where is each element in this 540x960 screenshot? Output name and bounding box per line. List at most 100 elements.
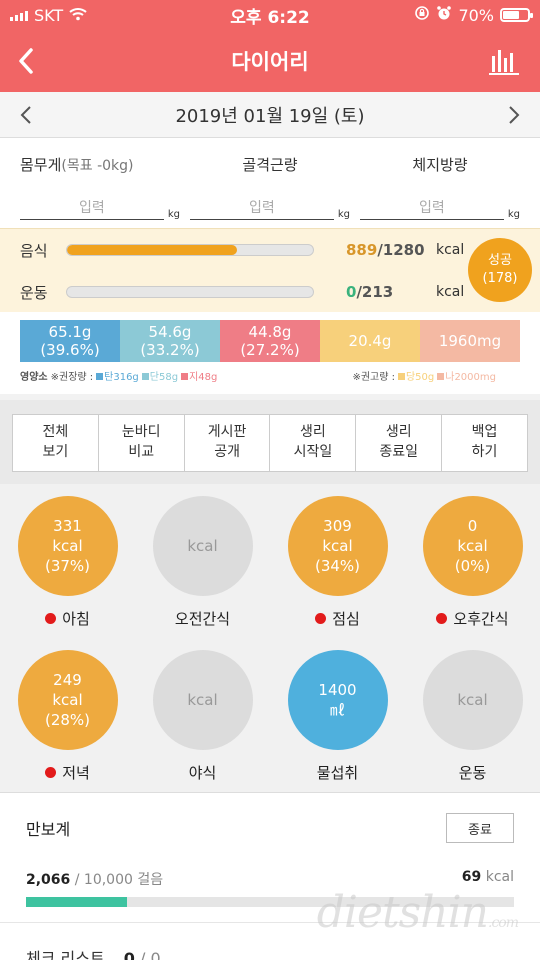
back-button[interactable] <box>16 43 52 79</box>
meal-row: 249 kcal (28%) 저녁 kcal 야식 1400 ㎖ 물섭취 kcal 운동 <box>0 650 540 804</box>
pedometer-title: 만보계 <box>26 820 71 839</box>
meal-value-l1: 0 <box>467 516 478 535</box>
meal-card[interactable]: 0 kcal (0%) 오후간식 <box>405 496 540 650</box>
checklist-section[interactable]: 체크 리스트 0 / 0 <box>0 922 540 960</box>
pedometer-end-button[interactable]: 종료 <box>446 813 514 843</box>
nutrient-amount: 65.1g <box>48 323 92 341</box>
muscle-label: 골격근량 <box>242 156 298 174</box>
meal-value-l3: (0%) <box>454 557 491 576</box>
meal-value-l2: kcal <box>457 536 488 555</box>
legend-text: 당50g <box>405 372 435 383</box>
menu-backup-button[interactable]: 백업 하기 <box>471 424 498 460</box>
step-progress-bar <box>26 897 514 907</box>
legend-item: 나2000mg <box>437 368 496 383</box>
food-energy-row: 음식 889/1280 kcal <box>20 229 520 271</box>
menu-eye-body-compare-button[interactable]: 눈바디 비교 <box>99 415 185 471</box>
meal-card[interactable]: 249 kcal (28%) 저녁 <box>0 650 135 804</box>
menu-period-start-button[interactable]: 생리 시작일 <box>270 415 357 471</box>
meal-label: 점심 <box>315 608 360 629</box>
bar-chart-icon <box>489 50 519 75</box>
body-fat-label: 체지방량 <box>412 156 468 174</box>
nutrient-percent: (39.6%) <box>40 341 100 359</box>
signal-icon <box>10 9 28 21</box>
nav-bar: 다이어리 <box>0 30 540 92</box>
meal-label: 아침 <box>45 608 90 629</box>
energy-summary: 음식 889/1280 kcal 운동 0/213 kcal 성공 (178) <box>0 228 540 312</box>
body-fat-input[interactable]: 입력 <box>360 197 504 220</box>
exercise-energy-row: 운동 0/213 kcal <box>20 271 520 313</box>
meal-circle: kcal <box>152 650 253 750</box>
checklist-done: 0 <box>123 949 135 960</box>
nutrient-percent: (33.2%) <box>140 341 200 359</box>
nutrient-bar: 65.1g (39.6%) 54.6g (33.2%) 44.8g (27.2%) 20.4… <box>20 320 520 362</box>
meal-card[interactable]: 331 kcal (37%) 아침 <box>0 496 135 650</box>
meal-name: 물섭취 <box>316 764 359 782</box>
food-kcal: 889/1280 <box>346 241 432 259</box>
nutrient-legend: 영양소 ※권장량 : 탄316g 단58g 지48g ※권고량 : 당50g 나200… <box>20 368 520 383</box>
meal-value-l2: kcal <box>52 536 83 555</box>
pedometer-section: 만보계 종료 2,066 / 10,000 걸음 69 kcal <box>0 792 540 922</box>
meal-name: 아침 <box>62 610 90 628</box>
exercise-kcal-unit: kcal <box>436 284 465 300</box>
recommended-label: ※권장량 : <box>50 372 94 383</box>
step-goal: / 10,000 걸음 <box>74 872 164 888</box>
meal-value-l1: 1400 <box>318 680 357 699</box>
body-fat-unit: kg <box>507 209 520 220</box>
meal-card[interactable]: kcal 야식 <box>135 650 270 804</box>
nutrient-amount: 54.6g <box>148 323 192 341</box>
food-progress-bar <box>66 244 314 256</box>
meal-name: 오전간식 <box>174 610 231 628</box>
meal-card[interactable]: kcal 오전간식 <box>135 496 270 650</box>
nutrient-legend-title: 영양소 <box>20 372 48 383</box>
meal-circle: 1400 ㎖ <box>287 650 388 750</box>
legend-item: 지48g <box>181 368 217 383</box>
action-menu-wrap: 전체 보기 눈바디 비교 게시판 공개 생리 시작일 생리 종료일 백업 하기 <box>0 400 540 484</box>
watermark-logo: dietshin.com <box>317 887 519 938</box>
meal-value-l3: (37%) <box>44 557 91 576</box>
meal-value-l2: kcal <box>187 536 218 555</box>
menu-view-all-button[interactable]: 전체 보기 <box>13 415 99 471</box>
next-day-button[interactable] <box>502 103 526 127</box>
body-fat-metric: 체지방량 입력 kg <box>360 154 520 228</box>
legend-item: 당50g <box>397 368 435 383</box>
exercise-label: 운동 <box>20 283 48 302</box>
legend-swatch <box>397 373 405 380</box>
meal-value-l1: 309 <box>323 516 352 535</box>
body-metrics: 몸무게(목표 -0kg) 입력 kg 골격근량 입력 kg 체지방량 입력 kg <box>0 138 540 228</box>
meal-circle: kcal <box>422 650 523 750</box>
weight-unit: kg <box>167 209 180 220</box>
current-date[interactable]: 2019년 01월 19일 (토) <box>175 105 365 127</box>
meal-name: 점심 <box>332 610 360 628</box>
meal-card[interactable]: kcal 운동 <box>405 650 540 804</box>
muscle-metric: 골격근량 입력 kg <box>190 154 350 228</box>
meal-value-l1: 249 <box>53 670 82 689</box>
previous-day-button[interactable] <box>14 103 38 127</box>
pedometer-kcal-unit: kcal <box>485 869 514 885</box>
meal-label: 야식 <box>189 762 217 783</box>
legend-swatch <box>96 373 104 380</box>
chevron-right-icon <box>509 105 520 124</box>
weight-input[interactable]: 입력 <box>20 197 164 220</box>
menu-period-end-button[interactable]: 생리 종료일 <box>356 415 443 471</box>
wifi-icon <box>69 6 87 25</box>
meal-card[interactable]: 1400 ㎖ 물섭취 <box>270 650 405 804</box>
weight-metric: 몸무게(목표 -0kg) 입력 kg <box>20 154 180 228</box>
recorded-dot-icon <box>45 613 57 624</box>
carrier-label: SKT <box>34 5 64 25</box>
nutrient-percent: (27.2%) <box>240 341 300 359</box>
meal-label: 물섭취 <box>317 762 358 783</box>
muscle-input[interactable]: 입력 <box>190 197 334 220</box>
meal-name: 운동 <box>458 764 487 782</box>
food-label: 음식 <box>20 241 48 260</box>
nutrient-segment: 44.8g (27.2%) <box>220 320 320 362</box>
step-count: 2,066 <box>26 872 71 888</box>
battery-level <box>503 11 520 19</box>
checklist-title: 체크 리스트 <box>26 949 105 960</box>
meal-name: 야식 <box>188 764 217 782</box>
menu-board-publish-button[interactable]: 게시판 공개 <box>185 415 271 471</box>
advised-label: ※권고량 : <box>352 372 395 383</box>
statistics-button[interactable] <box>484 41 524 81</box>
meal-card[interactable]: 309 kcal (34%) 점심 <box>270 496 405 650</box>
legend-text: 나2000mg <box>445 372 496 383</box>
meal-value-l2: ㎖ <box>329 701 345 719</box>
